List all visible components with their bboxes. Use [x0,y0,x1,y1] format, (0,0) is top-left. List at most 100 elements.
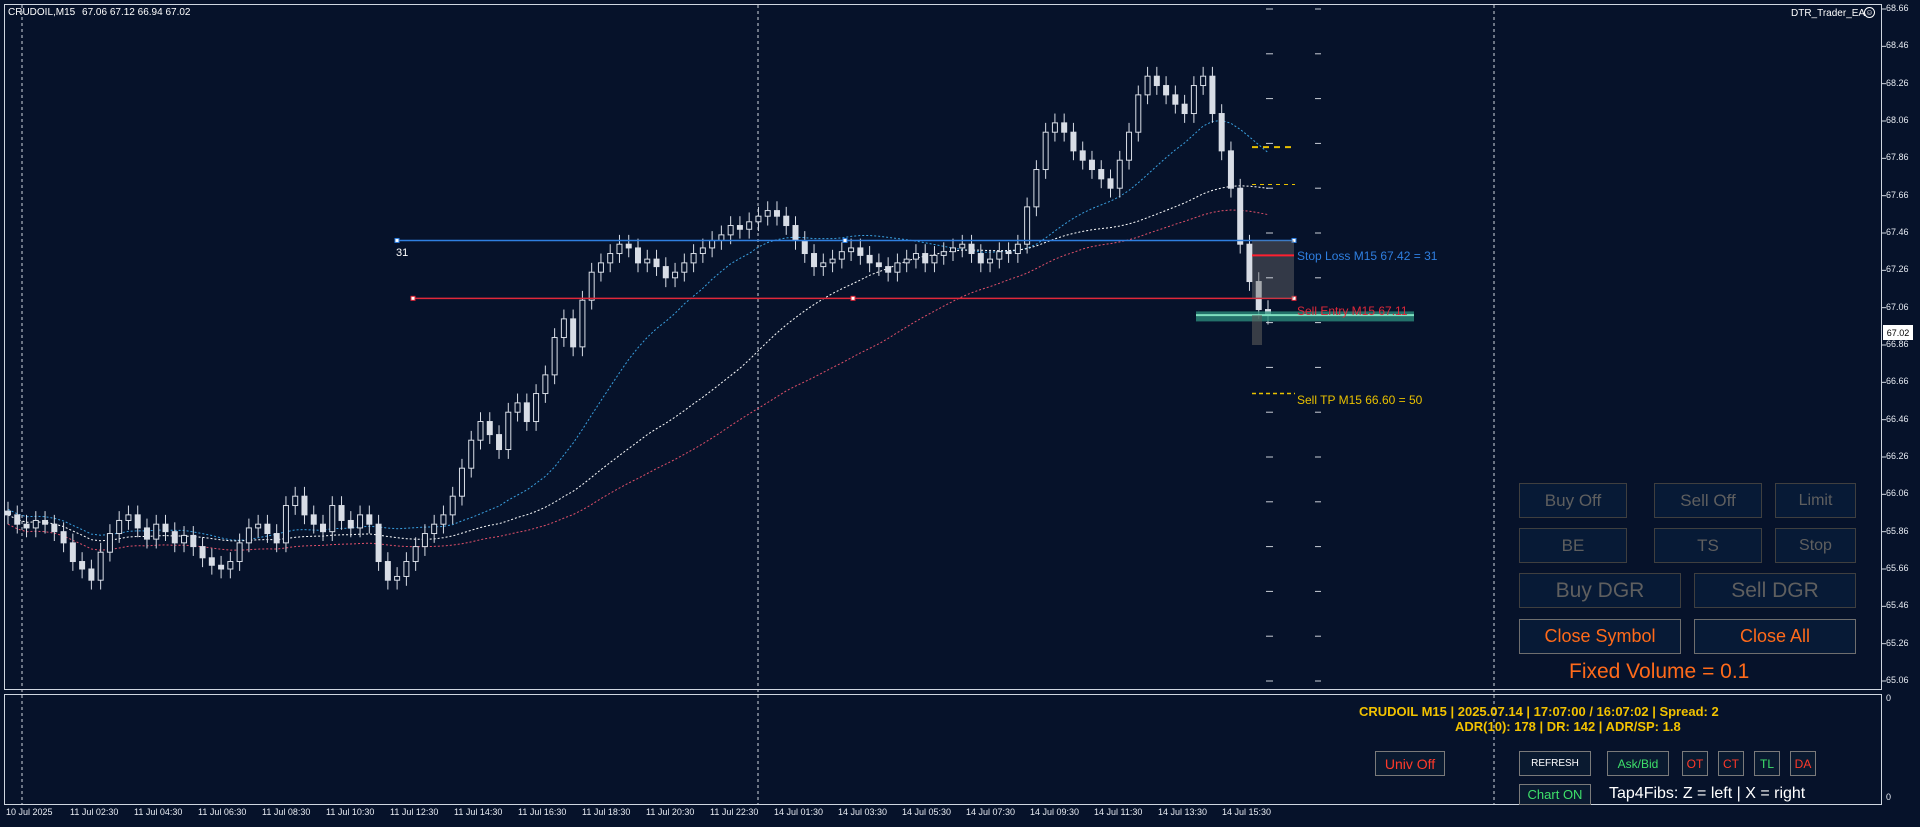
candle-body [1181,103,1188,115]
candle-body [310,514,317,525]
candle-body [838,251,845,260]
candle-body [1255,281,1262,311]
candle-body [273,533,280,544]
stop-loss-points-marker: 31 [396,247,409,259]
ct-button[interactable]: CT [1718,751,1744,776]
candle-body [588,271,595,301]
chart-on-button[interactable]: Chart ON [1519,784,1591,805]
candle-body [449,495,456,516]
candle-body [523,402,530,423]
price-tick-label: 66.66 [1886,376,1909,387]
price-tick-label: 66.46 [1886,413,1909,424]
time-tick-label: 11 Jul 08:30 [262,807,311,817]
sell-entry-label[interactable]: Sell Entry M15 67.11 [1297,304,1408,318]
da-button[interactable]: DA [1790,751,1816,776]
ot-button[interactable]: OT [1682,751,1708,776]
ask-bid-button[interactable]: Ask/Bid [1607,751,1669,776]
time-tick-label: 14 Jul 09:30 [1030,807,1080,817]
candle-body [625,243,632,249]
candle-body [1079,150,1086,161]
time-tick-label: 11 Jul 18:30 [582,807,631,817]
candle-body [607,253,614,264]
buy-dgr-button[interactable]: Buy DGR [1519,573,1681,608]
candle-body [709,239,716,249]
candle-body [375,523,382,563]
candle-body [264,523,271,535]
buy-off-button[interactable]: Buy Off [1519,483,1627,518]
price-tick-label: 68.26 [1886,77,1909,88]
candle-body [468,439,475,469]
candle-body [801,239,808,255]
close-symbol-button[interactable]: Close Symbol [1519,619,1681,654]
symbol-timeframe: CRUDOIL,M15 [8,7,76,18]
candle-body [996,251,1003,260]
candle-body [14,514,21,525]
price-tick-label: 68.46 [1886,40,1909,51]
candle-body [412,546,419,563]
candle-body [384,561,391,581]
candle-body [1005,251,1012,255]
tl-button[interactable]: TL [1754,751,1780,776]
candle-body [1107,178,1114,189]
stop-loss-label[interactable]: Stop Loss M15 67.42 = 31 [1297,249,1438,263]
candle-body [181,534,188,544]
candle-body [431,523,438,535]
sell-dgr-button[interactable]: Sell DGR [1694,573,1856,608]
price-tick-label: 66.86 [1886,339,1909,349]
candle-body [134,514,141,529]
price-tick-label: 66.06 [1886,488,1909,499]
candle-body [116,519,123,535]
main-chart-pane[interactable] [4,4,1882,690]
candle-body [764,210,771,217]
break-even-button[interactable]: BE [1519,528,1627,563]
candle-body [1144,75,1151,96]
stop-button[interactable]: Stop [1775,528,1856,563]
candle-body [1227,150,1234,189]
limit-button[interactable]: Limit [1775,483,1856,518]
candle-body [255,523,262,529]
candle-body [894,262,901,273]
candle-body [329,505,336,533]
sell-tp-label[interactable]: Sell TP M15 66.60 = 50 [1297,393,1423,407]
candle-body [79,561,86,570]
candle-body [1135,94,1142,133]
price-tick-label: 65.86 [1886,525,1909,536]
candle-body [97,551,104,581]
price-tick-label: 66.26 [1886,451,1909,461]
fast-ma-line [7,119,1269,541]
time-tick-label: 11 Jul 02:30 [70,807,119,817]
smiley-icon[interactable]: ☺ [1864,7,1875,18]
refresh-button[interactable]: REFRESH [1519,751,1591,776]
close-all-button[interactable]: Close All [1694,619,1856,654]
candle-body [88,568,95,581]
candle-body [1042,131,1049,171]
price-tick-label: 68.66 [1886,3,1909,13]
trailing-stop-button[interactable]: TS [1654,528,1762,563]
sell-off-button[interactable]: Sell Off [1654,483,1762,518]
candle-body [1190,85,1197,115]
candle-body [597,262,604,273]
candle-body [690,253,697,264]
candle-body [1098,169,1105,180]
price-tick-label: 67.66 [1886,189,1909,200]
candle-body [820,262,827,268]
candle-body [755,215,762,223]
trade-level-lines[interactable] [394,8,1414,682]
candle-body [282,505,289,544]
candle-body [32,519,39,529]
candle-body [662,266,669,279]
candle-body [811,253,818,268]
candle-body [875,262,882,268]
candle-body [227,561,234,570]
price-tick-label: 68.06 [1886,115,1909,125]
candle-body [718,234,725,241]
indicator-subwindow[interactable] [4,694,1882,805]
candle-body [672,271,679,279]
candle-body [848,247,855,253]
candle-body [1014,243,1021,255]
candle-body [505,411,512,451]
candle-body [736,225,743,230]
bid-ask-band [1196,311,1414,322]
univ-off-button[interactable]: Univ Off [1375,751,1445,776]
